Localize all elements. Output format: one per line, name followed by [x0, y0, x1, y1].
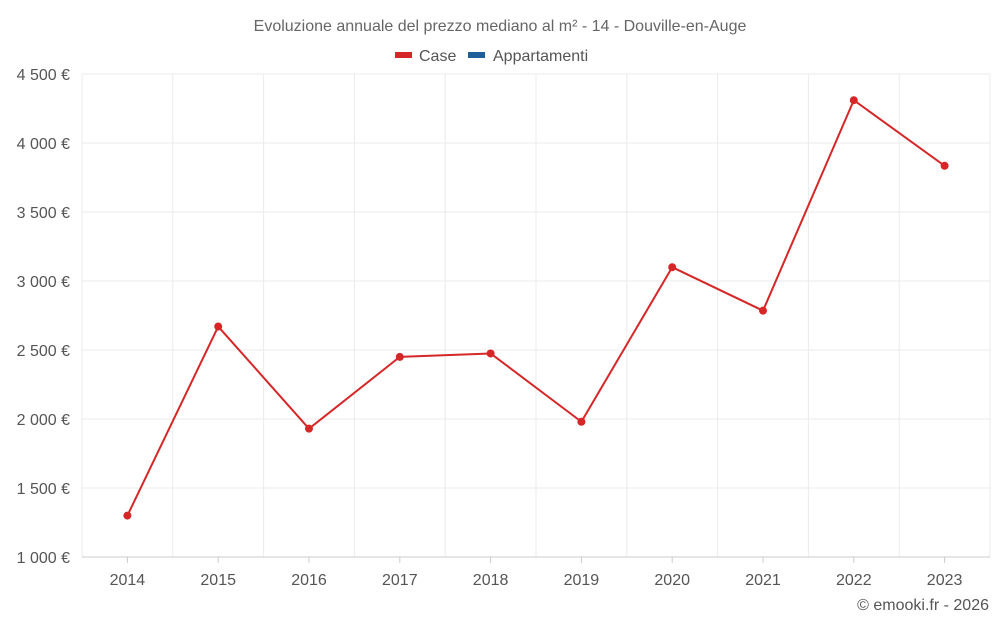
x-tick-label: 2023: [927, 572, 963, 589]
legend-item-appartamenti[interactable]: Appartamenti: [468, 48, 588, 65]
y-tick-label: 4 500 €: [17, 67, 70, 84]
credit-text: © emooki.fr - 2026: [857, 597, 989, 614]
y-tick-label: 2 000 €: [17, 412, 70, 429]
x-tick-label: 2018: [473, 572, 509, 589]
x-tick-label: 2020: [654, 572, 690, 589]
x-tick-label: 2019: [564, 572, 600, 589]
x-tick-label: 2017: [382, 572, 418, 589]
data-point-case-2017: [395, 352, 404, 361]
data-point-case-2021: [759, 306, 767, 315]
legend-label-case: Case: [419, 48, 456, 65]
data-point-case-2020: [668, 263, 677, 272]
data-point-case-2014: [123, 511, 132, 520]
x-tick-label: 2016: [291, 572, 327, 589]
data-point-case-2022: [849, 96, 858, 105]
x-gridlines: [81, 74, 991, 557]
y-tick-label: 1 000 €: [17, 550, 70, 567]
y-tick-label: 3 500 €: [17, 205, 70, 222]
data-point-case-2016: [305, 424, 313, 433]
x-tick-label: 2015: [200, 572, 236, 589]
y-tick-label: 1 500 €: [17, 481, 70, 498]
legend-item-case[interactable]: Case: [395, 48, 456, 65]
series-line-case: [126, 99, 946, 517]
data-point-case-2015: [214, 322, 223, 331]
y-tick-label: 4 000 €: [17, 136, 70, 153]
legend: Case Appartamenti: [395, 48, 588, 65]
legend-swatch-case: [395, 52, 412, 58]
x-tick-label: 2022: [836, 572, 872, 589]
y-axis-ticks: 1 000 € 1 500 € 2 000 € 2 500 € 3 000 € 3 500…: [17, 67, 70, 567]
x-tick-label: 2014: [110, 572, 146, 589]
y-tick-label: 3 000 €: [17, 274, 70, 291]
x-axis-ticks: 2014 2015 2016 2017 2018 2019 2020 2021 2022 2023: [110, 557, 963, 589]
legend-swatch-appartamenti: [468, 52, 485, 58]
data-point-case-2019: [577, 417, 586, 426]
chart-title: Evoluzione annuale del prezzo mediano al…: [254, 18, 747, 35]
data-point-case-2018: [486, 349, 495, 358]
data-point-case-2023: [940, 161, 949, 170]
x-tick-label: 2021: [745, 572, 781, 589]
y-tick-label: 2 500 €: [17, 343, 70, 360]
legend-label-appartamenti: Appartamenti: [493, 48, 588, 65]
series-layer: [123, 96, 949, 520]
